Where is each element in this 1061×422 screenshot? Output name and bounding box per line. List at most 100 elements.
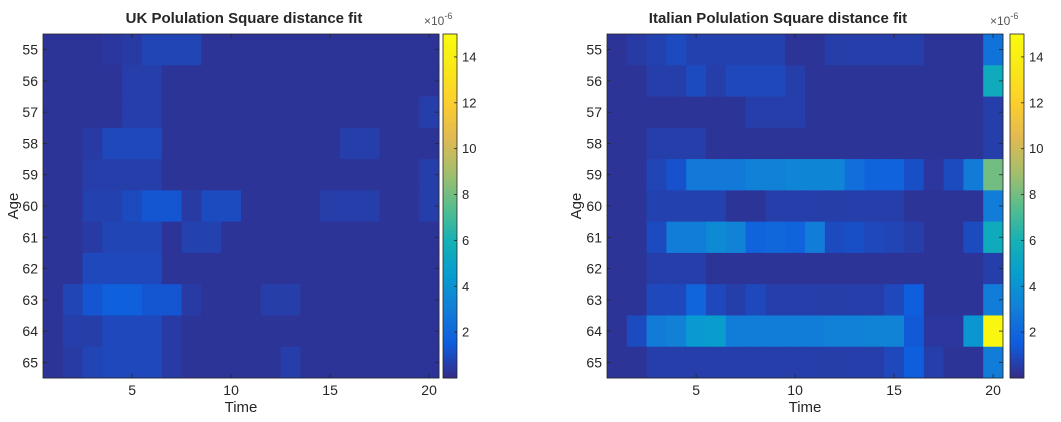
heatmap-cell bbox=[182, 159, 202, 191]
heatmap-cell bbox=[785, 315, 805, 347]
heatmap-cell bbox=[162, 34, 182, 66]
heatmap-cell bbox=[924, 128, 944, 160]
heatmap-cell bbox=[162, 315, 182, 347]
heatmap-cell bbox=[825, 253, 845, 285]
heatmap-cell bbox=[845, 253, 865, 285]
colorbar-segment bbox=[443, 254, 457, 259]
colorbar-segment bbox=[1010, 306, 1024, 311]
heatmap-cell bbox=[380, 128, 400, 160]
colorbar-segment bbox=[1010, 54, 1024, 59]
colorbar-segment bbox=[1010, 186, 1024, 191]
heatmap-cell bbox=[825, 347, 845, 379]
heatmap-cell bbox=[241, 34, 261, 66]
heatmap-cell bbox=[142, 128, 162, 160]
heatmap-cell bbox=[746, 159, 766, 191]
x-tick-label: 15 bbox=[886, 382, 902, 398]
colorbar-segment bbox=[1010, 334, 1024, 339]
colorbar-segment bbox=[1010, 42, 1024, 47]
heatmap-cell bbox=[221, 347, 241, 379]
heatmap-cell bbox=[300, 65, 320, 97]
colorbar-segment bbox=[1010, 158, 1024, 163]
heatmap-cell bbox=[261, 65, 281, 97]
colorbar-segment bbox=[1010, 254, 1024, 259]
colorbar-segment bbox=[443, 126, 457, 131]
x-tick-label: 20 bbox=[985, 382, 1001, 398]
heatmap-cell bbox=[320, 222, 340, 254]
heatmap-cell bbox=[746, 97, 766, 129]
heatmap-cell bbox=[765, 347, 785, 379]
heatmap-cell bbox=[706, 65, 726, 97]
heatmap-cell bbox=[83, 34, 103, 66]
heatmap-cell bbox=[647, 284, 667, 316]
heatmap-cell bbox=[904, 315, 924, 347]
colorbar-segment bbox=[443, 114, 457, 119]
heatmap-cell bbox=[380, 65, 400, 97]
colorbar-segment bbox=[1010, 166, 1024, 171]
heatmap-cell bbox=[83, 347, 103, 379]
heatmap-cell bbox=[627, 159, 647, 191]
colorbar-segment bbox=[443, 358, 457, 363]
heatmap-cell bbox=[182, 253, 202, 285]
heatmap-cell bbox=[627, 190, 647, 222]
italian-colorbar-exponent-base: ×10 bbox=[990, 14, 1011, 28]
colorbar-segment bbox=[1010, 198, 1024, 203]
heatmap-cell bbox=[162, 222, 182, 254]
colorbar-segment bbox=[443, 186, 457, 191]
heatmap-cell bbox=[182, 190, 202, 222]
heatmap-cell bbox=[864, 97, 884, 129]
heatmap-cell bbox=[380, 222, 400, 254]
heatmap-cell bbox=[261, 97, 281, 129]
heatmap-cell bbox=[726, 222, 746, 254]
colorbar-segment bbox=[1010, 182, 1024, 187]
heatmap-cell bbox=[221, 315, 241, 347]
colorbar-segment bbox=[1010, 274, 1024, 279]
heatmap-cell bbox=[963, 347, 983, 379]
heatmap-cell bbox=[300, 222, 320, 254]
colorbar-segment bbox=[443, 134, 457, 139]
heatmap-cell bbox=[944, 65, 964, 97]
colorbar-segment bbox=[1010, 90, 1024, 95]
heatmap-cell bbox=[63, 128, 83, 160]
heatmap-cell bbox=[785, 190, 805, 222]
colorbar-segment bbox=[1010, 214, 1024, 219]
heatmap-cell bbox=[765, 97, 785, 129]
colorbar-segment bbox=[1010, 114, 1024, 119]
colorbar-segment bbox=[443, 62, 457, 67]
y-tick-label: 65 bbox=[22, 354, 38, 370]
heatmap-cell bbox=[320, 34, 340, 66]
heatmap-cell bbox=[102, 347, 122, 379]
colorbar-segment bbox=[1010, 134, 1024, 139]
heatmap-cell bbox=[726, 128, 746, 160]
heatmap-cell bbox=[944, 222, 964, 254]
colorbar-segment bbox=[443, 270, 457, 275]
colorbar-segment bbox=[1010, 98, 1024, 103]
heatmap-cell bbox=[261, 284, 281, 316]
heatmap-cell bbox=[63, 253, 83, 285]
heatmap-cell bbox=[102, 65, 122, 97]
colorbar-segment bbox=[443, 110, 457, 115]
colorbar-segment bbox=[443, 346, 457, 351]
colorbar-tick-label: 4 bbox=[1029, 279, 1036, 294]
colorbar-tick-label: 14 bbox=[462, 49, 476, 64]
heatmap-cell bbox=[122, 97, 142, 129]
heatmap-cell bbox=[686, 65, 706, 97]
colorbar-segment bbox=[1010, 322, 1024, 327]
heatmap-cell bbox=[281, 34, 301, 66]
heatmap-cell bbox=[785, 65, 805, 97]
colorbar-segment bbox=[1010, 202, 1024, 207]
heatmap-cell bbox=[627, 97, 647, 129]
colorbar-segment bbox=[443, 258, 457, 263]
colorbar-segment bbox=[1010, 258, 1024, 263]
colorbar-segment bbox=[1010, 262, 1024, 267]
colorbar-segment bbox=[443, 198, 457, 203]
colorbar-segment bbox=[1010, 178, 1024, 183]
heatmap-cell bbox=[399, 253, 419, 285]
heatmap-cell bbox=[380, 347, 400, 379]
colorbar-segment bbox=[1010, 346, 1024, 351]
heatmap-cell bbox=[726, 315, 746, 347]
heatmap-cell bbox=[122, 222, 142, 254]
colorbar-segment bbox=[443, 50, 457, 55]
heatmap-cell bbox=[666, 190, 686, 222]
heatmap-cell bbox=[924, 253, 944, 285]
colorbar-segment bbox=[443, 46, 457, 51]
